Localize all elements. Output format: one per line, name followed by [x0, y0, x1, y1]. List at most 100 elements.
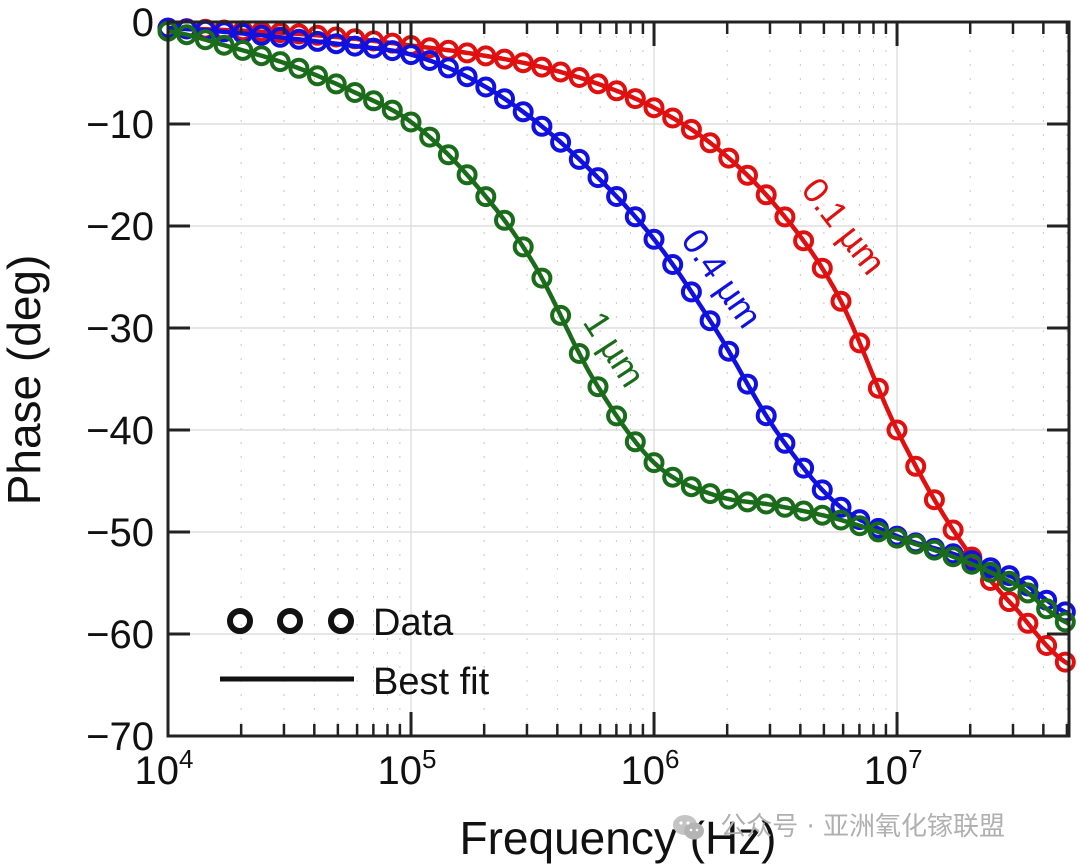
- data-point-2: [325, 73, 347, 95]
- data-point-0: [568, 67, 590, 88]
- data-point-2: [1017, 582, 1039, 604]
- data-point-2: [568, 343, 590, 364]
- data-point-1: [737, 373, 758, 395]
- data-point-2: [269, 51, 291, 73]
- data-point-2: [494, 209, 515, 231]
- watermark-text: 公众号 · 亚洲氧化镓联盟: [720, 812, 1006, 842]
- legend: Data Best fit: [220, 602, 490, 703]
- data-point-1: [531, 115, 553, 137]
- data-point-2: [288, 57, 310, 79]
- data-point-1: [363, 37, 385, 59]
- y-tick-label: −50: [86, 511, 154, 555]
- data-point-2: [662, 466, 684, 488]
- data-point-0: [849, 332, 871, 354]
- data-point-2: [624, 431, 646, 453]
- data-point-1: [437, 57, 459, 79]
- axes: [166, 20, 1071, 738]
- data-point-2: [923, 539, 945, 561]
- x-tick-label: 104: [135, 744, 194, 793]
- data-point-2: [176, 24, 198, 46]
- data-point-1: [568, 148, 590, 170]
- data-point-2: [437, 144, 459, 166]
- series-2: [157, 20, 1076, 633]
- x-tick-label: 106: [621, 744, 680, 793]
- data-point-2: [419, 126, 441, 148]
- legend-data-marker: [277, 608, 303, 634]
- data-point-2: [400, 111, 422, 133]
- data-point-2: [475, 186, 497, 208]
- data-point-1: [550, 131, 572, 153]
- data-point-1: [512, 101, 534, 123]
- data-point-0: [718, 147, 740, 169]
- data-point-0: [550, 61, 572, 83]
- data-point-0: [867, 377, 889, 399]
- data-point-2: [774, 496, 796, 518]
- data-point-0: [793, 230, 815, 252]
- data-point-2: [307, 65, 328, 87]
- legend-label-best-fit: Best fit: [373, 661, 490, 703]
- data-point-0: [475, 45, 497, 67]
- data-point-2: [811, 504, 833, 526]
- data-point-0: [905, 455, 927, 477]
- y-tick-label: −10: [86, 103, 154, 147]
- data-point-2: [961, 553, 983, 575]
- data-point-2: [980, 561, 1001, 583]
- data-point-2: [643, 452, 665, 474]
- data-point-2: [905, 533, 927, 555]
- x-axis-title: Frequency (Hz): [460, 812, 777, 864]
- data-point-2: [213, 34, 235, 56]
- y-tick-label: −30: [86, 307, 154, 351]
- watermark: 公众号 · 亚洲氧化镓联盟: [672, 806, 1005, 843]
- x-tick-label: 107: [864, 744, 923, 793]
- fit-line-2: [167, 28, 1071, 626]
- data-point-2: [381, 99, 403, 121]
- data-point-1: [793, 457, 815, 479]
- data-point-1: [643, 228, 665, 250]
- data-point-1: [680, 281, 702, 303]
- data-point-2: [867, 521, 889, 543]
- y-tick-label: −20: [86, 205, 154, 249]
- y-tick-label: −60: [86, 613, 154, 657]
- data-point-1: [699, 310, 721, 332]
- data-point-0: [494, 48, 515, 70]
- data-point-1: [587, 167, 609, 189]
- data-point-0: [662, 107, 684, 129]
- data-point-1: [811, 479, 833, 501]
- data-point-1: [475, 76, 497, 98]
- data-point-1: [494, 88, 515, 110]
- data-point-2: [550, 304, 572, 326]
- data-point-2: [194, 29, 216, 51]
- data-point-0: [923, 489, 945, 511]
- data-point-0: [774, 206, 796, 228]
- data-point-1: [606, 186, 628, 207]
- data-point-0: [680, 118, 702, 140]
- data-point-2: [793, 500, 815, 522]
- y-tick-label: −70: [86, 715, 154, 759]
- data-point-2: [1054, 611, 1076, 633]
- data-point-0: [606, 80, 628, 102]
- data-point-1: [381, 40, 403, 62]
- data-point-2: [531, 267, 553, 289]
- data-point-1: [774, 432, 796, 454]
- data-point-0: [830, 290, 852, 312]
- data-point-2: [1036, 598, 1058, 620]
- data-point-1: [456, 66, 478, 88]
- data-point-2: [606, 405, 628, 427]
- data-point-0: [811, 257, 833, 279]
- data-point-0: [755, 184, 777, 206]
- plot-frame: [166, 20, 1071, 738]
- data-point-0: [456, 42, 478, 64]
- data-point-0: [886, 419, 908, 441]
- x-tick-label: 105: [378, 744, 437, 793]
- series-label-0-4um: 0.4 µm: [673, 221, 770, 335]
- series-layer: [157, 17, 1076, 673]
- y-axis-title: Phase (deg): [0, 255, 50, 506]
- data-point-2: [718, 488, 740, 510]
- data-point-2: [998, 570, 1020, 592]
- data-point-0: [1036, 635, 1058, 656]
- legend-label-data: Data: [373, 602, 454, 644]
- y-tick-label: 0: [132, 1, 154, 45]
- data-point-2: [251, 45, 272, 67]
- legend-data-marker: [328, 608, 354, 634]
